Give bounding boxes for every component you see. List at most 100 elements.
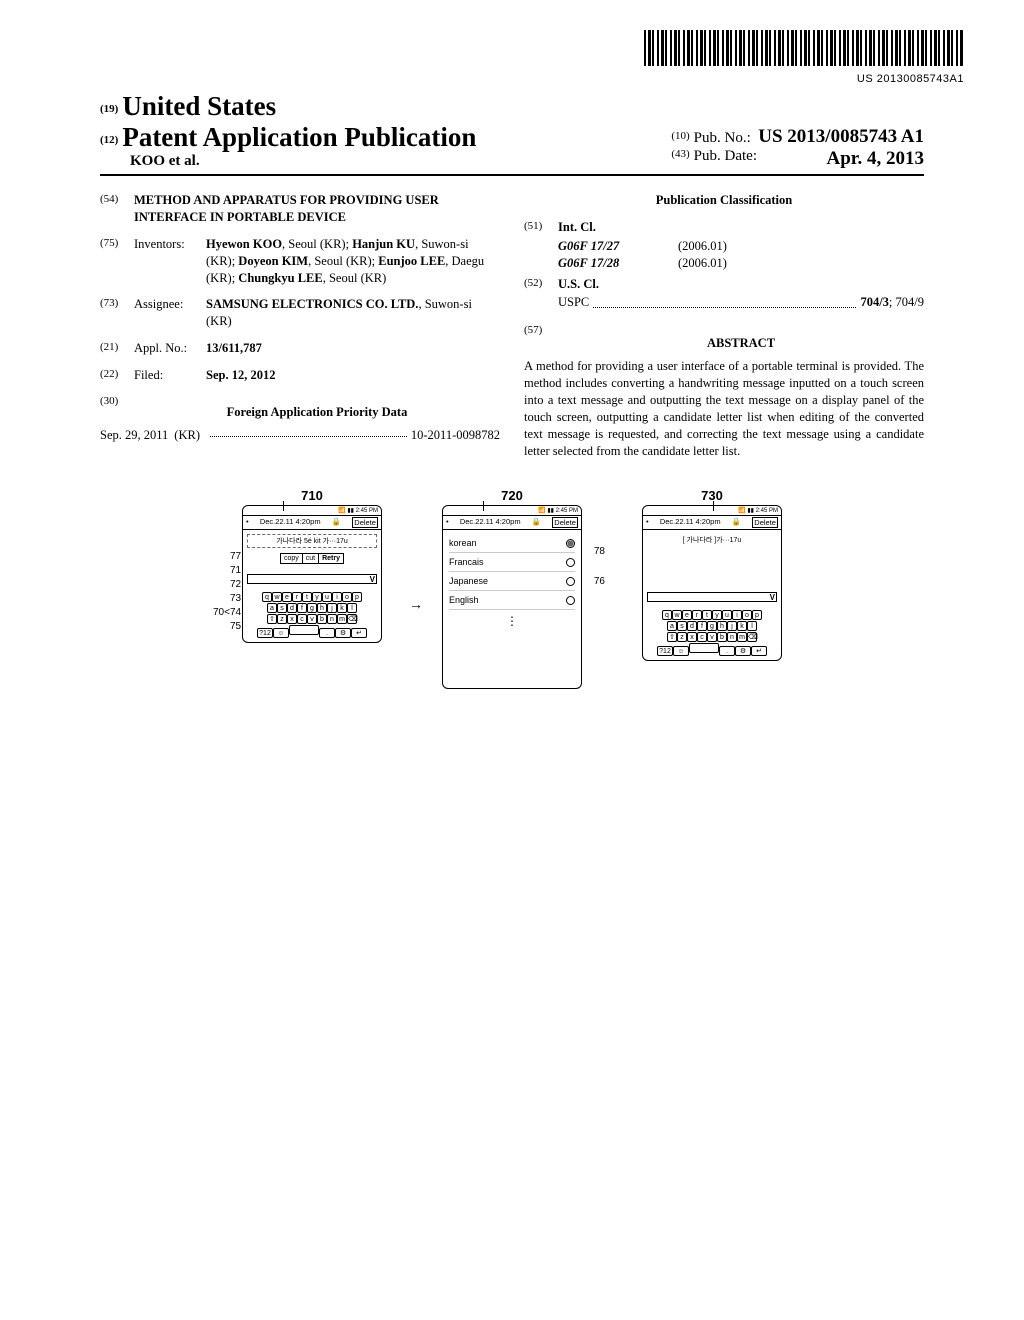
key[interactable]: h [317, 603, 327, 613]
input-line[interactable]: V [647, 592, 777, 602]
key[interactable] [289, 625, 319, 635]
key[interactable]: p [752, 610, 762, 620]
key[interactable]: y [712, 610, 722, 620]
key[interactable]: u [322, 592, 332, 602]
key[interactable]: . [719, 646, 735, 656]
key[interactable]: t [702, 610, 712, 620]
key[interactable]: b [317, 614, 327, 624]
key[interactable]: j [327, 603, 337, 613]
abstract-text: A method for providing a user interface … [524, 358, 924, 459]
dot-leader [210, 427, 407, 437]
phone-mockup-710: 710 77 71 72 73 70<74 75 📶 ▮▮ 2:45 PM •D… [242, 505, 382, 643]
key[interactable]: v [307, 614, 317, 624]
key[interactable]: ⚙ [335, 628, 351, 638]
key[interactable]: q [262, 592, 272, 602]
key[interactable]: d [687, 621, 697, 631]
key[interactable]: ?12 [257, 628, 273, 638]
key[interactable]: f [297, 603, 307, 613]
key[interactable]: ↵ [751, 646, 767, 656]
input-line[interactable]: V [247, 574, 377, 584]
key[interactable]: ⇧ [667, 632, 677, 642]
priority-date: Sep. 29, 2011 [100, 427, 168, 444]
key[interactable]: z [277, 614, 287, 624]
key[interactable] [689, 643, 719, 653]
key[interactable]: ☺ [673, 646, 689, 656]
code-75: (75) [100, 236, 134, 287]
key[interactable]: l [347, 603, 357, 613]
fig-label-76: 76 [594, 576, 605, 587]
key[interactable]: e [282, 592, 292, 602]
barcode [644, 30, 964, 66]
key[interactable]: d [287, 603, 297, 613]
key[interactable]: i [332, 592, 342, 602]
fig-label-710: 710 [301, 488, 323, 503]
key[interactable]: k [737, 621, 747, 631]
text-box: [ 가나다라 ]가···17u [647, 534, 777, 546]
key[interactable]: o [342, 592, 352, 602]
phone-mockup-720: 720 78 76 📶 ▮▮ 2:45 PM •Dec.22.11 4:20pm… [442, 505, 582, 689]
language-option[interactable]: Japanese [449, 572, 575, 591]
key[interactable]: s [677, 621, 687, 631]
intcl-1: G06F 17/27 [558, 238, 678, 255]
key[interactable]: s [277, 603, 287, 613]
key[interactable]: y [312, 592, 322, 602]
copy-option[interactable]: copy [281, 554, 303, 563]
key[interactable]: ⚙ [735, 646, 751, 656]
key[interactable]: a [267, 603, 277, 613]
key[interactable]: w [672, 610, 682, 620]
language-option[interactable]: English [449, 591, 575, 610]
title-bar: •Dec.22.11 4:20pm🔒Delete [443, 516, 581, 530]
pub-classification-header: Publication Classification [524, 192, 924, 209]
key[interactable]: v [707, 632, 717, 642]
language-option[interactable]: Francais [449, 553, 575, 572]
key[interactable]: t [302, 592, 312, 602]
key[interactable]: o [742, 610, 752, 620]
key[interactable]: n [727, 632, 737, 642]
key[interactable]: g [707, 621, 717, 631]
key[interactable]: x [287, 614, 297, 624]
key[interactable]: b [717, 632, 727, 642]
fig-label-720: 720 [501, 488, 523, 503]
retry-option[interactable]: Retry [319, 554, 343, 563]
key[interactable]: ?12 [657, 646, 673, 656]
assignee-label: Assignee: [134, 296, 206, 330]
key[interactable]: c [297, 614, 307, 624]
key[interactable]: u [722, 610, 732, 620]
country: United States [122, 91, 276, 121]
pubno-label: Pub. No.: [694, 130, 751, 146]
key[interactable]: n [327, 614, 337, 624]
key[interactable]: ⌫ [347, 614, 357, 624]
key[interactable]: p [352, 592, 362, 602]
status-bar: 📶 ▮▮ 2:45 PM [643, 506, 781, 516]
key[interactable]: w [272, 592, 282, 602]
key[interactable]: f [697, 621, 707, 631]
barcode-area: US 20130085743A1 [100, 30, 964, 85]
key[interactable]: r [692, 610, 702, 620]
key[interactable]: h [717, 621, 727, 631]
key[interactable]: k [337, 603, 347, 613]
key[interactable]: ⌫ [747, 632, 757, 642]
uspc-label: USPC [558, 294, 589, 311]
language-option[interactable]: korean [449, 534, 575, 553]
key[interactable]: i [732, 610, 742, 620]
cut-option[interactable]: cut [303, 554, 319, 563]
key[interactable]: x [687, 632, 697, 642]
key[interactable]: z [677, 632, 687, 642]
key[interactable]: ↵ [351, 628, 367, 638]
key[interactable]: ⇧ [267, 614, 277, 624]
key[interactable]: l [747, 621, 757, 631]
key[interactable]: ☺ [273, 628, 289, 638]
pub-date: Apr. 4, 2013 [827, 148, 924, 170]
key[interactable]: g [307, 603, 317, 613]
key[interactable]: e [682, 610, 692, 620]
key[interactable]: m [737, 632, 747, 642]
key[interactable]: q [662, 610, 672, 620]
key[interactable]: c [697, 632, 707, 642]
key[interactable]: j [727, 621, 737, 631]
invention-title: METHOD AND APPARATUS FOR PROVIDING USER … [134, 192, 500, 226]
key[interactable]: . [319, 628, 335, 638]
foreign-priority-header: Foreign Application Priority Data [134, 404, 500, 421]
key[interactable]: r [292, 592, 302, 602]
key[interactable]: m [337, 614, 347, 624]
key[interactable]: a [667, 621, 677, 631]
